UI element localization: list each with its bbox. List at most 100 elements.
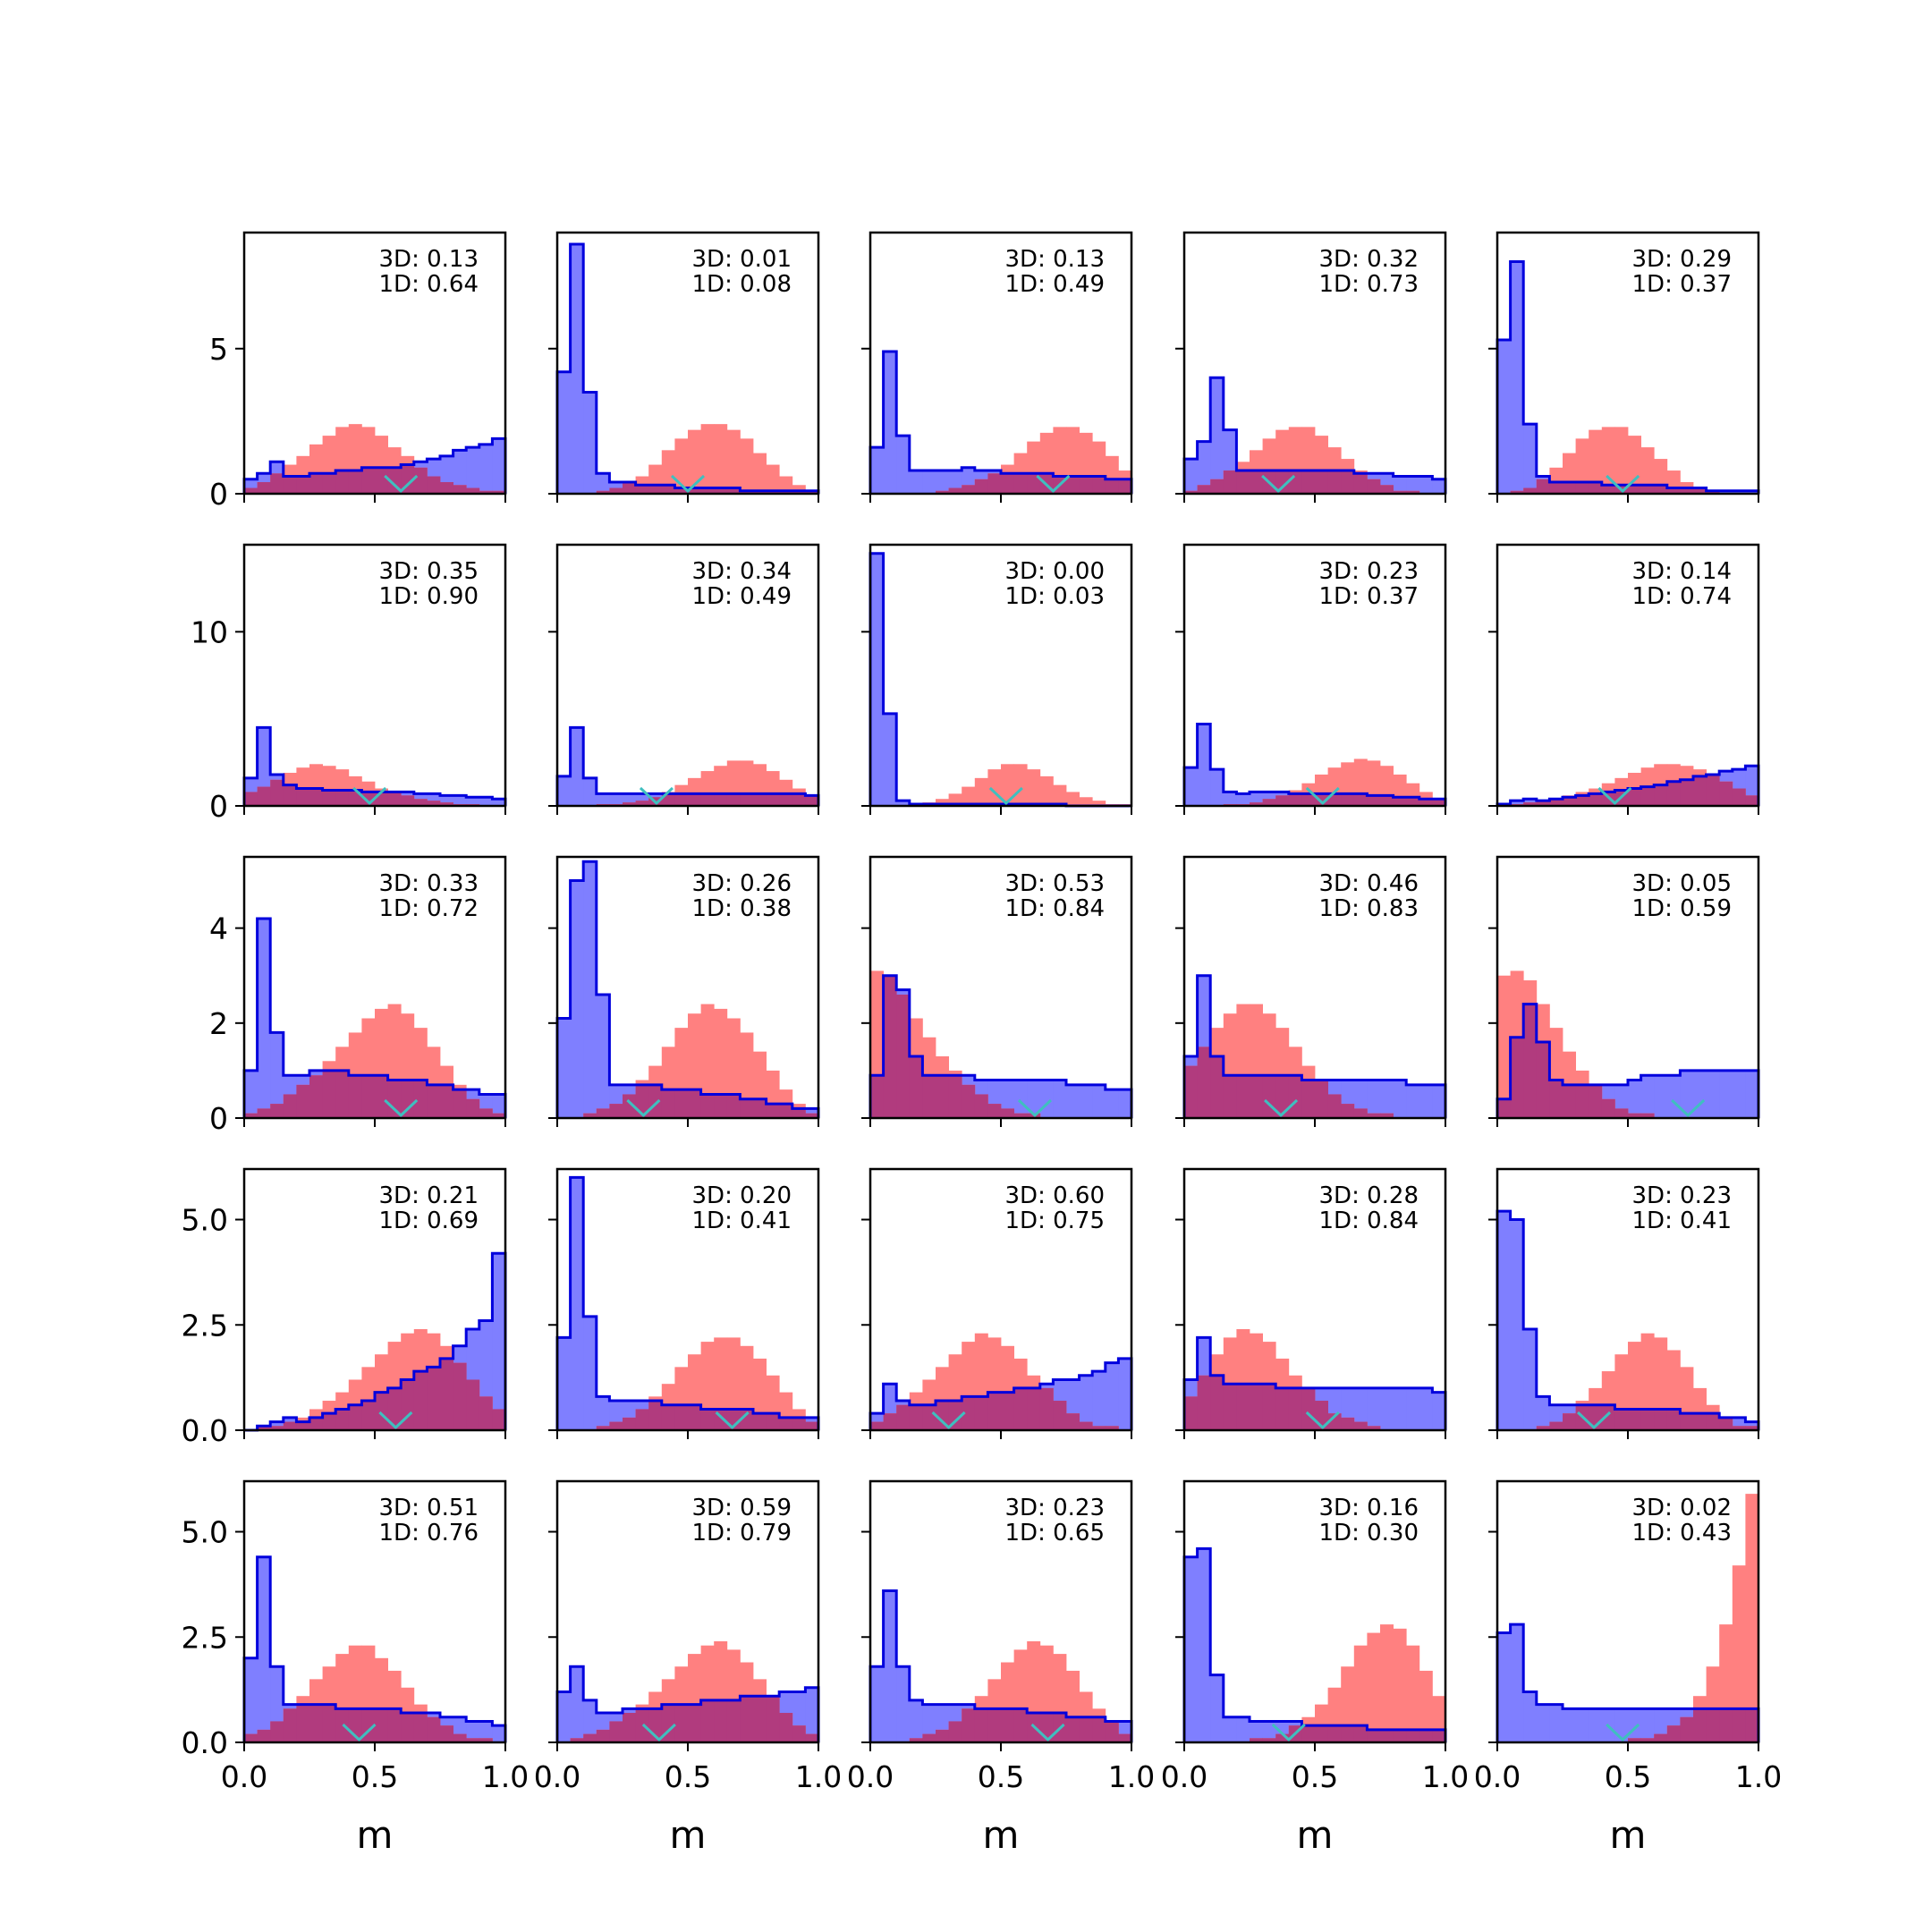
panel-2-1-blue-bar <box>257 727 271 806</box>
panel-5-1-overlap-bar <box>387 1708 402 1742</box>
panel-3-2-overlap-bar <box>674 1089 689 1118</box>
panel-1-5-blue-bar <box>1497 340 1511 494</box>
panel-2-4-overlap-bar <box>1341 793 1355 806</box>
panel-2-3-red-bar <box>1013 764 1028 806</box>
panel-2-4-overlap-bar <box>1353 793 1368 806</box>
panel-2-1-overlap-bar <box>296 788 310 806</box>
panel-1-1-overlap-bar <box>453 485 467 494</box>
panel-4-5-overlap-bar <box>1680 1413 1694 1430</box>
panel-5-1-overlap-bar <box>322 1704 336 1742</box>
panel-5-3-xlabel: m <box>983 1813 1020 1857</box>
panel-5-4-red-bar <box>1380 1624 1394 1742</box>
panel-3-1-blue-bar <box>492 1094 506 1118</box>
panel-4-3-overlap-bar <box>922 1404 936 1430</box>
panel-1-4-label-1d: 1D: 0.73 <box>1319 271 1419 298</box>
panel-5-5-overlap-bar <box>1666 1725 1681 1742</box>
panel-5-4-red-bar <box>1419 1670 1433 1742</box>
panel-5-5-overlap-bar <box>1719 1708 1733 1742</box>
panel-1-1-overlap-bar <box>309 473 323 494</box>
panel-4-2-overlap-bar <box>792 1417 806 1430</box>
panel-5-4-overlap-bar <box>1275 1733 1290 1742</box>
panel-4-3-overlap-bar <box>974 1396 988 1430</box>
panel-3-1-overlap-bar <box>387 1080 402 1118</box>
panel-3-4-overlap-bar <box>1341 1104 1355 1118</box>
panel-4-2-overlap-bar <box>596 1426 610 1430</box>
panel-1-5-overlap-bar <box>1706 490 1720 494</box>
panel-1-2-overlap-bar <box>674 487 689 494</box>
panel-5-5-blue-bar <box>1563 1708 1576 1742</box>
panel-3-1-blue-outline <box>242 917 507 1118</box>
panel-5-1-overlap-bar <box>309 1704 323 1742</box>
panel-3-2-overlap-bar <box>648 1084 663 1118</box>
panel-5-2-blue-outline <box>555 1665 820 1742</box>
panel-5-4-overlap-bar <box>1367 1729 1381 1742</box>
panel-4-4-overlap-bar <box>1353 1421 1368 1430</box>
panel-2-4-overlap-bar <box>1262 799 1276 806</box>
panel-1-1-overlap-bar <box>335 470 350 494</box>
panel-3-1-overlap-bar <box>348 1075 362 1118</box>
panel-2-5-overlap-bar <box>1693 775 1707 806</box>
panel-3-1-overlap-bar <box>270 1104 284 1118</box>
panel-4-5-label-1d: 1D: 0.41 <box>1632 1208 1732 1234</box>
panel-5-4-blue-bar <box>1210 1674 1224 1742</box>
panel-1-5-blue-bar <box>1732 490 1746 494</box>
panel-4-1-overlap-bar <box>375 1392 388 1430</box>
panel-5-1-blue-outline <box>242 1555 507 1742</box>
panel-2-2-overlap-bar <box>766 793 780 806</box>
panel-5-2-overlap-bar <box>700 1699 715 1742</box>
panel-3-4-label-3d: 3D: 0.46 <box>1319 870 1419 897</box>
panel-1-1-overlap-bar <box>466 487 480 494</box>
panel-3-1-blue-bar <box>270 1032 284 1118</box>
panel-3-5-blue-bar <box>1693 1070 1707 1118</box>
panel-3-5-blue-bar <box>1654 1075 1668 1118</box>
panel-1-3-label-1d: 1D: 0.49 <box>1005 271 1105 298</box>
panel-1-3-marker <box>1036 474 1071 494</box>
panel-3-4-blue-bar <box>1406 1084 1420 1118</box>
panel-3-4-overlap-bar <box>1315 1080 1328 1118</box>
panel-5-1-overlap-bar <box>244 1733 258 1742</box>
panel-5-5-red-bar <box>1732 1565 1746 1742</box>
panel-5-2-overlap-bar <box>753 1696 767 1742</box>
panel-3-3-overlap-bar <box>962 1084 976 1118</box>
panel-4-1-overlap-bar <box>479 1396 493 1430</box>
panel-1-5-overlap-bar <box>1693 487 1707 494</box>
panel-3-2-overlap-bar <box>714 1094 728 1118</box>
panel-4-5-red-bar <box>1640 1333 1655 1430</box>
panel-4-5-overlap-bar <box>1628 1409 1641 1430</box>
panel-4-5-blue-bar <box>1510 1219 1524 1430</box>
panel-1-3-label-3d: 3D: 0.13 <box>1005 246 1105 273</box>
panel-5-3-marker <box>1030 1723 1065 1742</box>
panel-2-5-overlap-bar <box>1680 779 1694 806</box>
panel-4-5-overlap-bar <box>1706 1413 1720 1430</box>
panel-4-3-overlap-bar <box>1027 1387 1041 1430</box>
panel-5-5-blue-bar <box>1640 1708 1655 1742</box>
panel-1-2-overlap-bar <box>726 487 741 494</box>
panel-1-2-red-bar <box>779 476 793 494</box>
panel-2-4-blue-bar <box>1236 793 1250 806</box>
panel-3-4-overlap-bar <box>1288 1075 1302 1118</box>
panel-5-4-label-3d: 3D: 0.16 <box>1319 1495 1419 1521</box>
panel-3-5-red-bar <box>1497 975 1511 1118</box>
panel-1-1-overlap-bar <box>348 470 362 494</box>
panel-1-3-blue-bar <box>896 436 911 494</box>
panel-1-5-overlap-bar <box>1523 487 1538 494</box>
panel-5-5-overlap-bar <box>1693 1708 1707 1742</box>
panel-5-3-blue-bar <box>870 1666 884 1742</box>
panel-3-3-overlap-bar <box>1001 1108 1014 1118</box>
panel-3-3-blue-bar <box>1079 1084 1093 1118</box>
panel-2-5-overlap-bar <box>1706 774 1720 806</box>
panel-1-4-overlap-bar <box>1327 470 1342 494</box>
panel-3-2-blue-outline <box>555 860 820 1118</box>
panel-5-5-blue-bar <box>1523 1691 1538 1742</box>
panel-3-3-overlap-bar <box>1013 1113 1028 1118</box>
panel-1-2-red-bar <box>661 450 675 494</box>
panel-3-3-blue-bar <box>1039 1080 1054 1118</box>
panel-5-1-xlabel: m <box>357 1813 394 1857</box>
panel-2-1-overlap-bar <box>244 792 258 806</box>
panel-5-2-overlap-bar <box>583 1733 597 1742</box>
panel-5-1-blue-bar <box>257 1556 271 1742</box>
panel-3-5-blue-bar <box>1745 1070 1759 1118</box>
panel-4-3-overlap-bar <box>1013 1387 1028 1430</box>
panel-4-5-red-bar <box>1654 1337 1668 1430</box>
panel-4-4-overlap-bar <box>1327 1413 1342 1430</box>
